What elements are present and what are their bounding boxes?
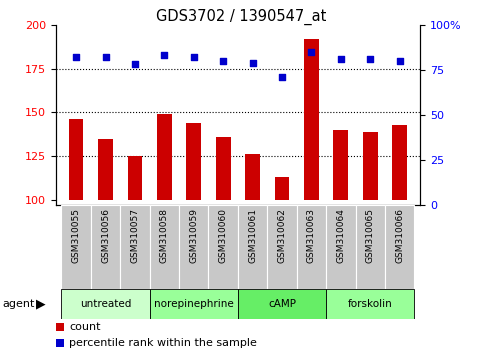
Bar xyxy=(238,205,267,289)
Point xyxy=(278,74,286,80)
Text: norepinephrine: norepinephrine xyxy=(154,298,234,309)
Bar xyxy=(238,289,326,319)
Point xyxy=(190,55,198,60)
Bar xyxy=(69,119,84,200)
Point xyxy=(366,56,374,62)
Bar xyxy=(61,289,150,319)
Bar xyxy=(333,130,348,200)
Text: GSM310066: GSM310066 xyxy=(395,208,404,263)
Bar xyxy=(209,205,238,289)
Text: forskolin: forskolin xyxy=(348,298,393,309)
Bar xyxy=(61,205,91,289)
Point xyxy=(102,55,110,60)
Text: cAMP: cAMP xyxy=(268,298,296,309)
Text: GSM310055: GSM310055 xyxy=(71,208,81,263)
Bar xyxy=(326,289,414,319)
Text: GSM310058: GSM310058 xyxy=(160,208,169,263)
Point xyxy=(131,62,139,67)
Text: GSM310060: GSM310060 xyxy=(219,208,227,263)
Point xyxy=(337,56,345,62)
Text: count: count xyxy=(69,322,100,332)
Point xyxy=(249,60,256,65)
Bar xyxy=(304,39,319,200)
Bar xyxy=(355,205,385,289)
Bar xyxy=(275,177,289,200)
Bar xyxy=(297,205,326,289)
Bar xyxy=(120,205,150,289)
Text: GSM310059: GSM310059 xyxy=(189,208,198,263)
Bar xyxy=(128,156,142,200)
Point xyxy=(72,55,80,60)
Bar xyxy=(267,205,297,289)
Bar xyxy=(179,205,209,289)
Bar xyxy=(150,289,238,319)
Bar xyxy=(245,154,260,200)
Text: GDS3702 / 1390547_at: GDS3702 / 1390547_at xyxy=(156,9,327,25)
Text: GSM310057: GSM310057 xyxy=(130,208,140,263)
Bar xyxy=(186,123,201,200)
Text: percentile rank within the sample: percentile rank within the sample xyxy=(69,338,257,348)
Text: agent: agent xyxy=(2,298,35,309)
Text: ▶: ▶ xyxy=(36,297,46,310)
Bar xyxy=(216,137,230,200)
Bar xyxy=(98,139,113,200)
Point xyxy=(308,49,315,55)
Bar xyxy=(363,132,378,200)
Point xyxy=(219,58,227,64)
Text: GSM310056: GSM310056 xyxy=(101,208,110,263)
Text: GSM310064: GSM310064 xyxy=(336,208,345,263)
Bar xyxy=(326,205,355,289)
Bar xyxy=(150,205,179,289)
Text: GSM310061: GSM310061 xyxy=(248,208,257,263)
Bar xyxy=(91,205,120,289)
Point xyxy=(160,53,168,58)
Text: GSM310063: GSM310063 xyxy=(307,208,316,263)
Bar xyxy=(385,205,414,289)
Text: GSM310062: GSM310062 xyxy=(278,208,286,263)
Text: untreated: untreated xyxy=(80,298,131,309)
Bar xyxy=(157,114,172,200)
Text: GSM310065: GSM310065 xyxy=(366,208,375,263)
Bar xyxy=(392,125,407,200)
Point xyxy=(396,58,403,64)
